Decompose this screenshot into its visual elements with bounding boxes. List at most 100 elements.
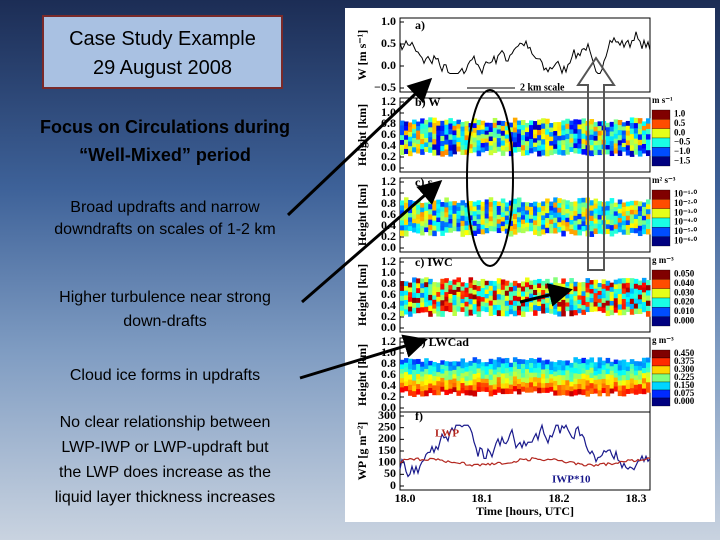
field-cell — [428, 147, 433, 153]
field-cell — [424, 374, 429, 381]
field-cell — [589, 388, 595, 394]
field-cell — [408, 379, 413, 386]
field-cell — [613, 302, 619, 309]
field-cell — [496, 278, 502, 285]
field-cell — [597, 302, 603, 308]
field-cell — [428, 219, 433, 226]
field-cell — [448, 214, 453, 220]
field-cell — [625, 225, 631, 231]
field-cell — [529, 302, 534, 308]
field-cell — [412, 391, 417, 397]
field-cell — [533, 225, 538, 231]
y-tick-label: 1.0 — [381, 185, 396, 199]
field-cell — [609, 388, 615, 394]
field-cell — [452, 218, 457, 223]
field-cell — [472, 308, 478, 315]
field-cell — [412, 380, 417, 387]
field-cell — [508, 132, 514, 138]
field-cell — [577, 198, 582, 204]
field-cell — [472, 362, 478, 369]
field-cell — [480, 366, 486, 371]
field-cell — [412, 302, 417, 309]
field-cell — [593, 288, 599, 294]
field-cell — [545, 213, 550, 219]
field-cell — [476, 205, 482, 211]
field-cell — [508, 150, 514, 157]
field-cell — [553, 298, 558, 305]
field-cell — [516, 197, 522, 203]
field-cell — [529, 214, 534, 220]
field-cell — [577, 304, 582, 309]
field-cell — [581, 373, 586, 380]
field-cell — [460, 294, 466, 300]
field-cell — [444, 202, 449, 208]
field-cell — [569, 219, 574, 226]
field-cell — [480, 292, 486, 298]
field-cell — [593, 218, 599, 225]
field-cell — [553, 390, 558, 396]
field-cell — [480, 278, 486, 284]
field-cell — [456, 282, 461, 288]
field-cell — [432, 299, 437, 305]
field-cell — [492, 127, 498, 134]
field-cell — [496, 304, 502, 311]
field-cell — [404, 304, 409, 310]
field-cell — [432, 200, 437, 207]
field-cell — [537, 387, 542, 394]
colorbar-cell — [651, 297, 671, 308]
field-cell — [408, 213, 413, 218]
field-cell — [617, 150, 623, 156]
field-cell — [496, 120, 502, 126]
field-cell — [545, 307, 550, 313]
field-cell — [448, 128, 453, 135]
field-cell — [553, 212, 558, 219]
field-cell — [436, 376, 441, 382]
field-cell — [476, 368, 482, 374]
field-cell — [432, 210, 437, 217]
field-cell — [460, 131, 466, 137]
y-tick-label: 0.8 — [381, 276, 396, 290]
field-cell — [456, 390, 461, 396]
field-cell — [496, 299, 502, 306]
field-cell — [492, 281, 498, 287]
field-cell — [537, 216, 542, 223]
field-cell — [597, 290, 603, 296]
field-cell — [520, 130, 526, 136]
field-cell — [617, 304, 623, 311]
field-cell — [420, 144, 425, 150]
field-cell — [492, 364, 498, 371]
field-cell — [452, 139, 457, 145]
field-cell — [573, 310, 578, 316]
field-cell — [520, 386, 526, 392]
field-cell — [440, 289, 445, 296]
y-tick-label: 250 — [378, 419, 396, 433]
colorbar-label: 0.0 — [674, 127, 686, 137]
field-cell — [601, 365, 607, 371]
field-cell — [633, 361, 639, 367]
field-cell — [553, 362, 558, 368]
field-cell — [496, 283, 502, 290]
field-cell — [496, 214, 502, 220]
field-cell — [476, 130, 482, 136]
field-cell — [605, 205, 611, 211]
field-cell — [472, 225, 478, 232]
field-cell — [617, 204, 623, 210]
field-cell — [508, 300, 514, 306]
field-cell — [597, 201, 603, 207]
field-cell — [504, 215, 510, 221]
field-cell — [476, 200, 482, 206]
field-cell — [432, 380, 437, 386]
field-cell — [492, 209, 498, 215]
field-cell — [605, 219, 611, 225]
field-cell — [464, 371, 470, 377]
field-cell — [416, 363, 421, 370]
field-cell — [484, 387, 490, 392]
field-cell — [633, 128, 639, 134]
field-cell — [448, 139, 453, 146]
field-cell — [609, 219, 615, 226]
field-cell — [553, 371, 558, 377]
field-cell — [581, 138, 586, 145]
field-cell — [573, 215, 578, 222]
field-cell — [492, 384, 498, 390]
field-cell — [476, 311, 482, 317]
